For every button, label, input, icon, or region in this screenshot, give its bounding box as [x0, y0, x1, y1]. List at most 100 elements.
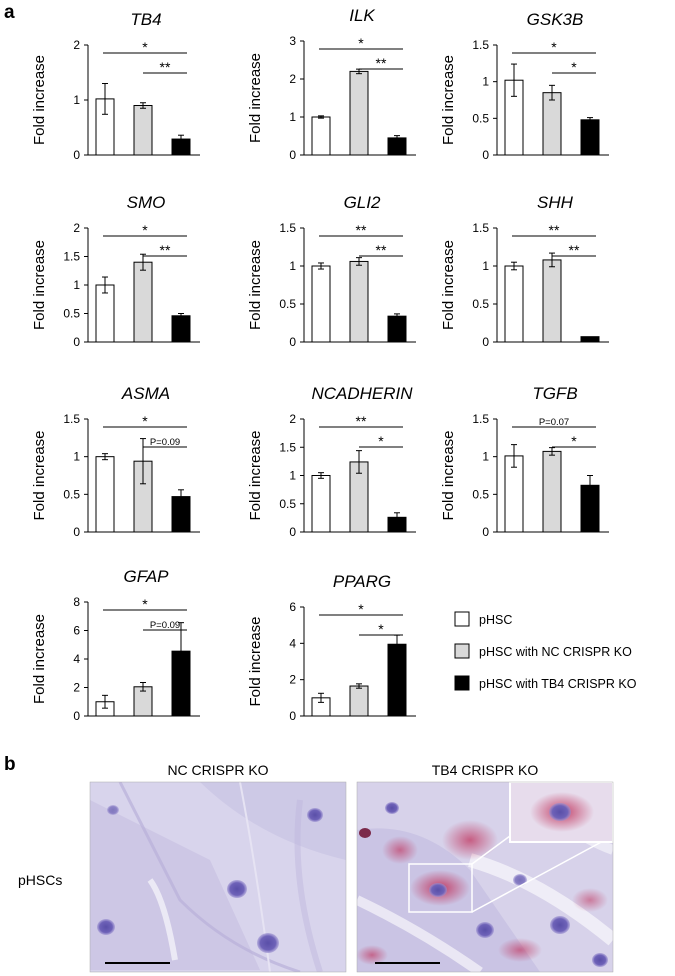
chart-title: GLI2: [344, 193, 381, 212]
bar-phsc-with-tb4-crispr-ko: [171, 315, 191, 343]
bar-phsc: [504, 265, 524, 343]
significance-label: **: [160, 59, 171, 75]
legend-label-phsc: pHSC: [479, 613, 512, 627]
significance-label: *: [378, 621, 384, 637]
error-bar: [511, 63, 517, 97]
error-bar: [102, 83, 108, 115]
error-bar: [102, 694, 108, 709]
significance-label: *: [551, 39, 557, 55]
chart-title: PPARG: [333, 572, 391, 591]
micrograph-tb4-crispr: [357, 782, 613, 972]
bar-phsc: [311, 475, 331, 533]
y-tick-label: 1: [482, 259, 489, 273]
significance-label: *: [571, 59, 577, 75]
error-bar: [394, 512, 400, 523]
y-tick-label: 1: [73, 450, 80, 464]
y-tick-label: 0.5: [279, 497, 296, 511]
y-axis-label: Fold increase: [440, 430, 457, 520]
significance-label: **: [356, 222, 367, 238]
legend: pHSC pHSC with NC CRISPR KO pHSC with TB…: [454, 611, 637, 691]
bar-phsc-with-tb4-crispr-ko: [580, 336, 600, 343]
significance-label: P=0.09: [150, 437, 180, 448]
y-tick-label: 1: [73, 278, 80, 292]
y-tick-label: 0.5: [472, 111, 489, 125]
y-tick-label: 1: [289, 259, 296, 273]
y-tick-label: 0: [289, 709, 296, 723]
y-tick-label: 0: [73, 148, 80, 162]
y-tick-label: 1: [289, 469, 296, 483]
significance-label: P=0.09: [150, 620, 180, 631]
y-tick-label: 6: [73, 624, 80, 638]
error-bar: [587, 117, 593, 123]
significance-label: *: [142, 596, 148, 612]
chart-pparg: PPARG Fold increase 0 2 4 6 * *: [247, 572, 416, 723]
bar-phsc: [95, 456, 115, 533]
legend-label-nc-crispr: pHSC with NC CRISPR KO: [479, 645, 632, 659]
significance-label: *: [142, 413, 148, 429]
significance-label: **: [356, 413, 367, 429]
y-tick-label: 0.5: [472, 487, 489, 501]
y-tick-label: 0.5: [63, 487, 80, 501]
chart-title: GFAP: [123, 567, 169, 586]
error-bar: [178, 134, 184, 144]
y-tick-label: 1: [289, 110, 296, 124]
legend-label-tb4-crispr: pHSC with TB4 CRISPR KO: [479, 677, 637, 691]
y-tick-label: 0: [73, 525, 80, 539]
y-axis-label: Fold increase: [31, 614, 48, 704]
legend-swatch-tb4-crispr: [454, 675, 470, 691]
error-bar: [102, 276, 108, 294]
y-tick-label: 0: [482, 525, 489, 539]
chart-gsk3b: GSK3B Fold increase 0 0.5 1 1.5 * *: [440, 10, 609, 162]
significance-label: **: [160, 242, 171, 258]
error-bar: [318, 692, 324, 703]
bar-phsc-with-nc-crispr-ko: [349, 70, 369, 156]
y-axis-label: Fold increase: [31, 240, 48, 330]
chart-title: ILK: [349, 6, 375, 25]
y-tick-label: 0: [289, 335, 296, 349]
error-bar: [140, 102, 146, 109]
bar-phsc-with-nc-crispr-ko: [542, 259, 562, 343]
bar-phsc-with-nc-crispr-ko: [133, 105, 153, 156]
y-axis-label: Fold increase: [247, 430, 264, 520]
significance-label: **: [549, 222, 560, 238]
y-axis-label: Fold increase: [440, 55, 457, 145]
y-tick-label: 6: [289, 600, 296, 614]
y-tick-label: 2: [73, 221, 80, 235]
y-axis-label: Fold increase: [440, 240, 457, 330]
bar-phsc: [311, 116, 331, 156]
chart-gfap: GFAP Fold increase 0 2 4 6 8 *P=0.09: [31, 567, 200, 723]
bar-phsc-with-tb4-crispr-ko: [387, 643, 407, 717]
error-bar: [102, 453, 108, 461]
y-tick-label: 0: [289, 148, 296, 162]
y-tick-label: 0.5: [279, 297, 296, 311]
error-bar: [140, 438, 146, 485]
bar-phsc-with-nc-crispr-ko: [349, 685, 369, 717]
chart-gli2: GLI2 Fold increase 0 0.5 1 1.5 ** **: [247, 193, 416, 349]
y-tick-label: 4: [289, 636, 296, 650]
y-tick-label: 0: [73, 335, 80, 349]
y-tick-label: 4: [73, 652, 80, 666]
bar-phsc-with-nc-crispr-ko: [542, 450, 562, 533]
y-tick-label: 0: [482, 335, 489, 349]
y-tick-label: 2: [73, 38, 80, 52]
y-tick-label: 0: [73, 709, 80, 723]
error-bar: [356, 450, 362, 474]
error-bar: [178, 313, 184, 319]
y-tick-label: 1.5: [472, 412, 489, 426]
y-tick-label: 1.5: [472, 38, 489, 52]
error-bar: [394, 313, 400, 319]
micrograph-nc-crispr: [90, 782, 346, 972]
error-bar: [549, 84, 555, 101]
y-tick-label: 1.5: [279, 440, 296, 454]
error-bar: [549, 447, 555, 456]
chart-tgfb: TGFB Fold increase 0 0.5 1 1.5 P=0.07*: [440, 384, 609, 539]
micro-title-tb4: TB4 CRISPR KO: [432, 762, 539, 778]
error-bar: [140, 682, 146, 692]
bar-phsc-with-nc-crispr-ko: [133, 261, 153, 343]
error-bar: [178, 489, 184, 504]
bar-phsc: [311, 265, 331, 343]
